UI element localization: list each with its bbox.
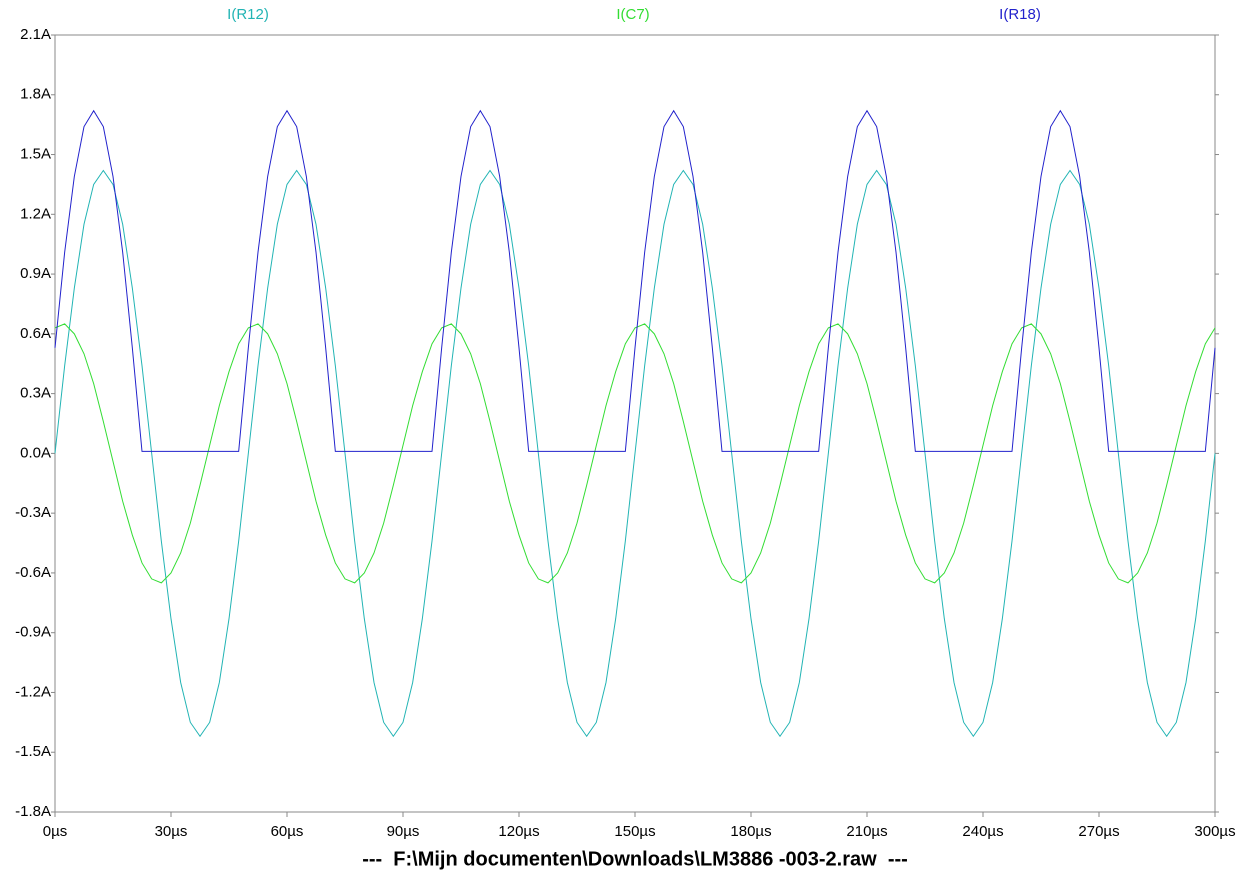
- series-line: [54, 323, 1216, 584]
- chart-title: --- F:\Mijn documenten\Downloads\LM3886 …: [362, 848, 908, 870]
- x-tick-label: 120µs: [498, 823, 539, 840]
- y-tick-label: 0.9A: [20, 265, 51, 282]
- y-tick-label: 1.2A: [20, 205, 51, 222]
- x-tick-label: 150µs: [614, 823, 655, 840]
- y-tick-label: -0.3A: [15, 504, 51, 521]
- x-tick-label: 90µs: [387, 823, 420, 840]
- y-tick-label: -0.9A: [15, 624, 51, 641]
- x-tick-label: 0µs: [43, 823, 68, 840]
- series-line: [54, 109, 1216, 452]
- x-tick-label: 300µs: [1194, 823, 1235, 840]
- x-tick-label: 240µs: [962, 823, 1003, 840]
- y-tick-label: 0.3A: [20, 385, 51, 402]
- y-tick-label: 1.8A: [20, 86, 51, 103]
- x-tick-label: 210µs: [846, 823, 887, 840]
- y-tick-label: -1.2A: [15, 683, 51, 700]
- x-tick-label: 60µs: [271, 823, 304, 840]
- x-tick-label: 270µs: [1078, 823, 1119, 840]
- x-tick-label: 30µs: [155, 823, 188, 840]
- legend-entry: I(R18): [999, 6, 1041, 23]
- plot-frame: [54, 34, 1216, 813]
- y-tick-label: -0.6A: [15, 564, 51, 581]
- legend-entry: I(C7): [616, 6, 649, 23]
- series-line: [54, 169, 1216, 738]
- legend-entry: I(R12): [227, 6, 269, 23]
- y-tick-label: -1.5A: [15, 743, 51, 760]
- y-tick-label: 2.1A: [20, 26, 51, 43]
- y-tick-label: 0.0A: [20, 444, 51, 461]
- y-tick-label: 0.6A: [20, 325, 51, 342]
- y-tick-label: -1.8A: [15, 803, 51, 820]
- y-tick-label: 1.5A: [20, 146, 51, 163]
- x-tick-label: 180µs: [730, 823, 771, 840]
